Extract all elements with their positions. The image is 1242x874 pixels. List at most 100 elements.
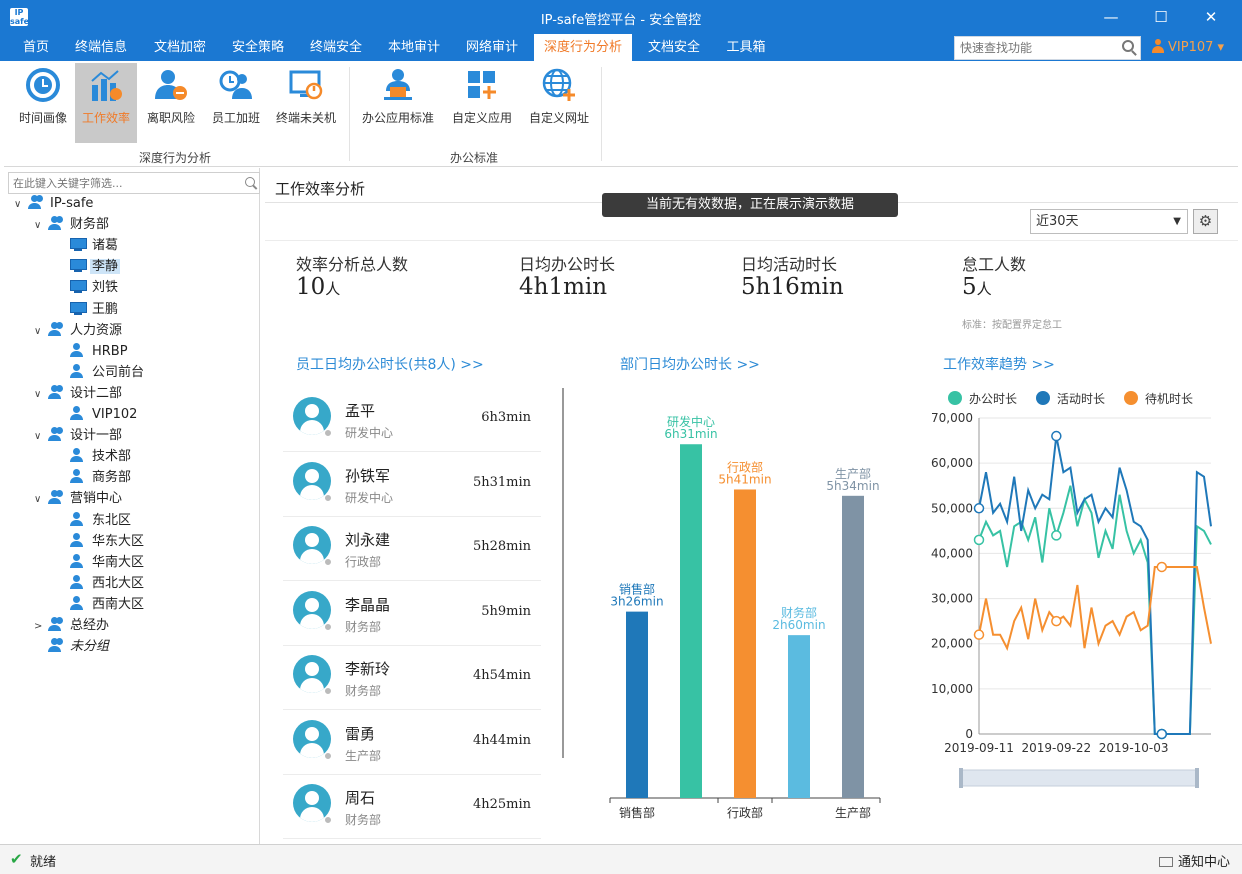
bar[interactable]	[842, 495, 864, 798]
user-menu[interactable]: VIP107 ▾	[1152, 34, 1224, 61]
stat-slacking-value: 5人	[962, 274, 992, 300]
tree-node[interactable]: HRBP	[70, 342, 130, 362]
tree-node[interactable]: 公司前台	[70, 363, 146, 383]
tab-network-audit[interactable]: 网络审计	[465, 40, 518, 55]
data-point[interactable]	[1156, 728, 1168, 740]
ribbon-time-profile[interactable]: 时间画像	[12, 63, 74, 143]
series-line[interactable]	[978, 566, 1212, 651]
legend-item[interactable]: 活动时长	[1036, 391, 1105, 406]
legend-item[interactable]: 待机时长	[1124, 391, 1193, 406]
chevron-down-icon[interactable]: ∨	[34, 220, 42, 232]
employee-row[interactable]: 刘永建 行政部 5h28min	[283, 517, 541, 581]
tab-doc-encryption[interactable]: 文档加密	[153, 40, 206, 55]
employee-row[interactable]: 孙铁军 研发中心 5h31min	[283, 453, 541, 517]
ribbon-resign-risk[interactable]: 离职风险	[140, 63, 202, 143]
bar[interactable]	[626, 611, 648, 798]
chevron-right-icon[interactable]: >	[34, 621, 43, 632]
tree-node[interactable]: 华东大区	[70, 532, 146, 552]
chevron-down-icon[interactable]: ∨	[34, 431, 42, 443]
tree-node[interactable]: 华南大区	[70, 553, 146, 573]
trend-panel-link[interactable]: 工作效率趋势 >>	[943, 357, 1055, 373]
data-point[interactable]	[1051, 615, 1062, 627]
tree-node[interactable]: 商务部	[70, 468, 133, 488]
zoom-slider[interactable]	[960, 769, 1198, 787]
data-point[interactable]	[973, 503, 985, 514]
ribbon-terminal-not-shutdown[interactable]: 终端未关机	[272, 63, 340, 143]
data-point[interactable]	[1051, 530, 1062, 541]
tab-home[interactable]: 首页	[22, 40, 49, 55]
employee-row[interactable]: 李晶晶 财务部 5h9min	[283, 582, 541, 646]
bar[interactable]	[680, 444, 702, 798]
tab-doc-security[interactable]: 文档安全	[647, 40, 700, 55]
search-icon[interactable]	[245, 177, 255, 187]
chevron-down-icon[interactable]: ∨	[34, 494, 42, 506]
department-panel-link[interactable]: 部门日均办公时长 >>	[620, 357, 760, 373]
user-icon	[70, 574, 86, 589]
tree-node[interactable]: > 总经办	[34, 616, 111, 636]
ribbon-work-efficiency[interactable]: 工作效率	[75, 63, 137, 143]
minimize-button[interactable]: —	[1103, 8, 1119, 26]
tree-node[interactable]: ∨ 设计一部	[34, 426, 124, 446]
ribbon-office-app-standard[interactable]: 办公应用标准	[358, 63, 438, 143]
tab-terminal-security[interactable]: 终端安全	[309, 40, 362, 55]
tree-node[interactable]: 李静	[70, 257, 121, 277]
employee-time: 5h9min	[481, 603, 531, 619]
ribbon-overtime[interactable]: 员工加班	[205, 63, 267, 143]
close-button[interactable]: ✕	[1204, 8, 1218, 26]
notification-center[interactable]: 通知中心	[1158, 851, 1230, 870]
group-icon	[48, 384, 64, 399]
zoom-handle-right[interactable]	[1195, 768, 1199, 788]
tree-node[interactable]: ∨ IP-safe	[14, 194, 95, 214]
bar[interactable]	[734, 489, 756, 798]
tree-node[interactable]: ∨ 人力资源	[34, 321, 124, 341]
tab-deep-behavior[interactable]: 深度行为分析	[534, 34, 632, 61]
employee-row[interactable]: 周石 财务部 4h25min	[283, 775, 541, 839]
quick-search-input[interactable]	[955, 37, 1115, 59]
employee-row[interactable]: 雷勇 生产部 4h44min	[283, 711, 541, 775]
data-point[interactable]	[1156, 561, 1168, 573]
tree-node[interactable]: 刘铁	[70, 278, 120, 298]
tree-node[interactable]: 东北区	[70, 511, 133, 531]
ribbon-custom-app[interactable]: 自定义应用	[446, 63, 518, 143]
employee-name: 李新玲	[345, 660, 391, 678]
user-icon	[70, 363, 86, 378]
legend-item[interactable]: 办公时长	[948, 391, 1017, 406]
search-icon[interactable]	[1122, 40, 1134, 52]
series-line[interactable]	[978, 435, 1212, 735]
series-line[interactable]	[978, 485, 1212, 735]
employee-list-scrollbar[interactable]	[562, 388, 564, 758]
tree-filter-input[interactable]	[9, 173, 237, 193]
data-point[interactable]	[1051, 430, 1062, 442]
maximize-button[interactable]: ☐	[1154, 8, 1168, 26]
tree-node[interactable]: 诸葛	[70, 236, 120, 256]
tab-terminal-info[interactable]: 终端信息	[74, 40, 127, 55]
custom-app-icon	[468, 71, 496, 99]
x-tick-label: 2019-10-03	[1099, 741, 1169, 755]
employee-dept: 行政部	[345, 555, 382, 569]
bar[interactable]	[788, 635, 810, 798]
tree-node[interactable]: 王鹏	[70, 300, 120, 320]
date-range-select[interactable]: 近30天 ▼	[1030, 209, 1188, 234]
tab-local-audit[interactable]: 本地审计	[387, 40, 440, 55]
tree-node[interactable]: 西南大区	[70, 595, 146, 615]
settings-button[interactable]: ⚙	[1193, 209, 1218, 234]
data-point[interactable]	[973, 534, 985, 546]
tree-node[interactable]: ∨ 设计二部	[34, 384, 124, 404]
employee-row[interactable]: 李新玲 财务部 4h54min	[283, 646, 541, 710]
chevron-down-icon[interactable]: ∨	[34, 388, 42, 400]
data-point[interactable]	[973, 629, 985, 640]
tree-node[interactable]: 技术部	[70, 447, 133, 467]
employee-row[interactable]: 孟平 研发中心 6h3min	[283, 388, 541, 452]
tree-node[interactable]: VIP102	[70, 405, 139, 425]
tab-security-policy[interactable]: 安全策略	[231, 40, 284, 55]
chevron-down-icon[interactable]: ∨	[34, 325, 42, 337]
employee-panel-link[interactable]: 员工日均办公时长(共8人) >>	[296, 357, 484, 373]
tree-node[interactable]: 未分组	[34, 637, 111, 657]
zoom-handle-left[interactable]	[959, 768, 963, 788]
tree-node[interactable]: ∨ 营销中心	[34, 489, 124, 509]
tree-node[interactable]: ∨ 财务部	[34, 215, 111, 235]
tab-toolbox[interactable]: 工具箱	[726, 40, 766, 55]
ribbon-custom-url[interactable]: 自定义网址	[522, 63, 596, 143]
tree-node[interactable]: 西北大区	[70, 574, 146, 594]
chevron-down-icon[interactable]: ∨	[14, 199, 22, 210]
